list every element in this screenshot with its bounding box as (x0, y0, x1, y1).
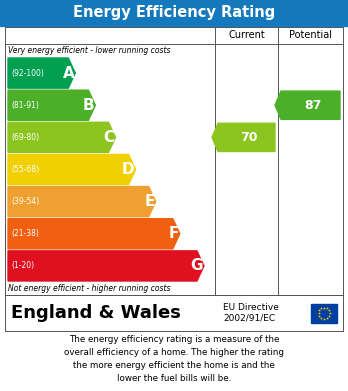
Text: Very energy efficient - lower running costs: Very energy efficient - lower running co… (8, 46, 171, 55)
Polygon shape (8, 122, 116, 152)
Text: E: E (144, 194, 155, 209)
Text: (1-20): (1-20) (11, 262, 34, 271)
Text: (39-54): (39-54) (11, 197, 39, 206)
Text: (21-38): (21-38) (11, 229, 39, 238)
Polygon shape (8, 187, 156, 217)
Bar (5, 27, 343, 295)
Text: The energy efficiency rating is a measure of the
overall efficiency of a home. T: The energy efficiency rating is a measur… (64, 335, 284, 383)
Bar (5, 295, 343, 331)
Polygon shape (8, 58, 75, 88)
Polygon shape (8, 154, 136, 185)
Polygon shape (8, 251, 204, 281)
Text: G: G (190, 258, 203, 273)
Text: 70: 70 (240, 131, 257, 144)
Text: Not energy efficient - higher running costs: Not energy efficient - higher running co… (8, 284, 171, 293)
Text: A: A (63, 66, 74, 81)
Polygon shape (212, 123, 275, 151)
Text: 87: 87 (304, 99, 321, 112)
Text: Energy Efficiency Rating: Energy Efficiency Rating (73, 5, 275, 20)
Bar (311, 303, 337, 323)
Text: England & Wales: England & Wales (11, 304, 181, 322)
Text: (81-91): (81-91) (11, 101, 39, 110)
Text: B: B (83, 98, 94, 113)
Bar (0, 0, 348, 26)
Text: 2002/91/EC: 2002/91/EC (223, 314, 275, 323)
Text: Current: Current (228, 30, 265, 41)
Polygon shape (8, 90, 95, 120)
Text: F: F (168, 226, 179, 241)
Polygon shape (8, 219, 180, 249)
Polygon shape (275, 91, 340, 119)
Text: (55-68): (55-68) (11, 165, 39, 174)
Text: Potential: Potential (289, 30, 332, 41)
Text: (69-80): (69-80) (11, 133, 39, 142)
Text: C: C (103, 130, 114, 145)
Text: EU Directive: EU Directive (223, 303, 279, 312)
Text: D: D (122, 162, 135, 177)
Text: (92-100): (92-100) (11, 68, 44, 77)
